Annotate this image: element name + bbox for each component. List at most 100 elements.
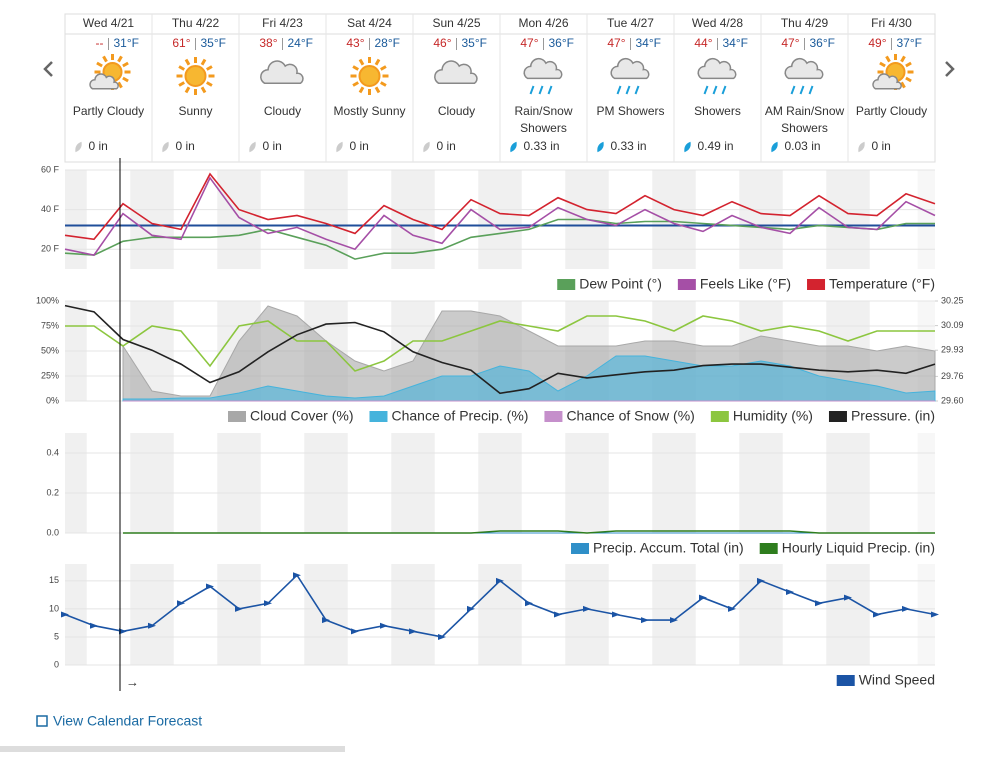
series-line bbox=[64, 218, 935, 260]
precip-amount: 0.33 in bbox=[524, 139, 560, 153]
condition: Cloudy bbox=[438, 104, 475, 118]
wind-marker bbox=[264, 600, 272, 607]
wind-marker bbox=[148, 622, 156, 629]
sun-ray bbox=[200, 86, 207, 94]
precip-amount: 0 in bbox=[176, 139, 195, 153]
legend-swatch bbox=[828, 411, 847, 422]
wind-marker bbox=[206, 583, 214, 590]
day-label: Fri 4/30 bbox=[871, 16, 912, 30]
wind-marker bbox=[293, 572, 301, 579]
night-band bbox=[565, 564, 609, 665]
day-label: Sat 4/24 bbox=[347, 16, 392, 30]
sun-ray bbox=[352, 81, 359, 87]
evening-band bbox=[917, 170, 935, 269]
legend-label: Feels Like (°F) bbox=[700, 276, 791, 292]
y-tick-label: 40 F bbox=[41, 204, 60, 214]
wind-marker bbox=[873, 611, 881, 618]
rain-streak bbox=[799, 85, 805, 95]
sun-ray bbox=[102, 55, 108, 63]
rain-streak bbox=[790, 85, 796, 95]
low-temp: 36°F bbox=[810, 36, 835, 50]
rain-streak bbox=[538, 85, 544, 95]
wind-marker bbox=[322, 617, 330, 624]
prev-arrow[interactable] bbox=[43, 61, 53, 77]
wind-marker bbox=[757, 577, 765, 584]
low-temp: 37°F bbox=[897, 36, 922, 50]
y-tick-label: 0.2 bbox=[46, 487, 59, 497]
condition: AM Rain/Snow Showers bbox=[765, 104, 845, 135]
legend-label: Wind Speed bbox=[859, 672, 935, 688]
series-line bbox=[123, 530, 935, 534]
rain-streak bbox=[712, 85, 718, 95]
series-line bbox=[64, 172, 936, 241]
cloud bbox=[784, 57, 824, 80]
sun-ray bbox=[206, 65, 213, 71]
legend-label: Chance of Snow (%) bbox=[566, 408, 694, 424]
y-tick-label: 0 bbox=[54, 659, 59, 669]
cloud bbox=[610, 57, 650, 80]
drop-icon bbox=[684, 141, 691, 153]
night-band bbox=[826, 433, 870, 533]
y-tick-label: 0.4 bbox=[46, 447, 59, 457]
drop-icon bbox=[771, 141, 778, 153]
wind-marker bbox=[496, 577, 504, 584]
sun-ray bbox=[885, 55, 891, 63]
legend-swatch bbox=[544, 411, 563, 422]
low-temp: 36°F bbox=[549, 36, 574, 50]
low-temp: 34°F bbox=[723, 36, 748, 50]
day-label: Thu 4/22 bbox=[172, 16, 220, 30]
wind-marker bbox=[554, 611, 562, 618]
condition: Sunny bbox=[178, 104, 212, 118]
night-band bbox=[217, 433, 261, 533]
rain-streak bbox=[547, 85, 553, 95]
night-band bbox=[739, 433, 783, 533]
high-temp: 49° bbox=[868, 36, 886, 50]
calendar-icon[interactable] bbox=[36, 715, 48, 727]
sun-ray bbox=[900, 55, 906, 63]
cloud bbox=[89, 73, 119, 90]
precip-amount: 0 in bbox=[872, 139, 891, 153]
y2-tick-label: 29.76 bbox=[941, 371, 964, 381]
sun bbox=[358, 65, 381, 87]
precip-amount: 0 in bbox=[263, 139, 282, 153]
wind-marker bbox=[670, 617, 678, 624]
legend-swatch bbox=[807, 279, 826, 290]
sun-ray bbox=[900, 81, 906, 89]
sun-ray bbox=[380, 81, 387, 87]
next-arrow[interactable] bbox=[945, 61, 955, 77]
wind-marker bbox=[786, 589, 794, 596]
sun-ray bbox=[905, 61, 912, 68]
y2-tick-label: 29.93 bbox=[941, 345, 964, 355]
precip-amount: 0.49 in bbox=[698, 139, 734, 153]
night-band bbox=[739, 564, 783, 665]
cloud bbox=[434, 60, 478, 84]
condition: Rain/Snow Showers bbox=[514, 104, 572, 135]
high-temp: 61° bbox=[172, 36, 190, 50]
sun-ray bbox=[358, 86, 365, 94]
sun-ray bbox=[184, 58, 191, 66]
calendar-link[interactable]: View Calendar Forecast bbox=[53, 713, 202, 729]
condition: Mostly Sunny bbox=[333, 104, 405, 118]
scrollbar bbox=[0, 746, 345, 752]
legend-swatch bbox=[836, 675, 855, 686]
high-temp: 43° bbox=[346, 36, 364, 50]
rain-streak bbox=[616, 85, 622, 95]
sun-ray bbox=[122, 76, 129, 83]
sun-ray bbox=[184, 86, 191, 94]
cloud bbox=[523, 57, 563, 80]
high-temp: 47° bbox=[607, 36, 625, 50]
y-tick-label: 60 F bbox=[41, 164, 60, 174]
night-band bbox=[304, 564, 348, 665]
precip-amount: 0.03 in bbox=[785, 139, 821, 153]
y-tick-label: 0.0 bbox=[46, 527, 59, 537]
day-label: Sun 4/25 bbox=[432, 16, 480, 30]
sun-ray bbox=[206, 81, 213, 87]
precip-amount: 0 in bbox=[350, 139, 369, 153]
day-label: Tue 4/27 bbox=[607, 16, 654, 30]
clip-left bbox=[35, 170, 65, 269]
night-band bbox=[130, 433, 174, 533]
legend-label: Humidity (%) bbox=[733, 408, 813, 424]
night-band bbox=[478, 564, 522, 665]
drop-icon bbox=[249, 141, 256, 153]
legend-swatch bbox=[228, 411, 246, 422]
